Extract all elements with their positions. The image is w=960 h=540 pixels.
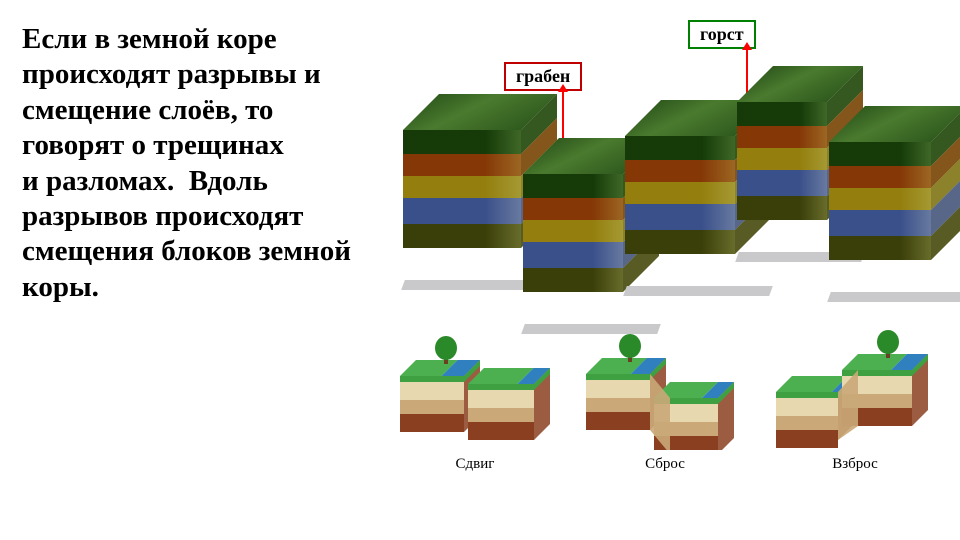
block-front-layer	[523, 268, 623, 292]
crust-block	[523, 174, 623, 334]
block-front-layer	[737, 196, 827, 220]
block-front-layer	[625, 230, 735, 254]
block-front-layer	[403, 198, 521, 224]
crust-block	[403, 130, 521, 290]
fault-diagram	[580, 330, 750, 450]
block-front-layer	[523, 174, 623, 198]
graben-label: грабен	[504, 62, 582, 91]
block-front-layer	[737, 126, 827, 148]
block-front-layer	[625, 204, 735, 230]
block-front-layer	[625, 182, 735, 204]
block-front-layer	[737, 102, 827, 126]
block-front-layer	[737, 170, 827, 196]
tree-icon	[619, 334, 641, 362]
block-front-layer	[829, 210, 931, 236]
block-front-layer	[829, 166, 931, 188]
block-front-layer	[625, 160, 735, 182]
block-front-layer	[403, 154, 521, 176]
block-front-layer	[737, 148, 827, 170]
block-front-layer	[829, 236, 931, 260]
horst-label-text: горст	[700, 24, 744, 44]
fault-cell: Взброс	[770, 330, 940, 500]
block-front-layer	[523, 198, 623, 220]
block-shadow	[623, 286, 773, 296]
block-front-layer	[523, 220, 623, 242]
crust-block	[829, 142, 931, 302]
top-block-diagram	[403, 100, 933, 280]
tree-icon	[877, 330, 899, 358]
fault-cell: Сброс	[580, 330, 750, 500]
block-front-layer	[829, 188, 931, 210]
block-front-layer	[403, 224, 521, 248]
graben-label-text: грабен	[516, 66, 570, 86]
fault-row: Сдвиг Сброс Взброс	[390, 330, 940, 500]
main-text: Если в земной коре происходят разрывы и …	[22, 22, 372, 305]
block-front-layer	[403, 130, 521, 154]
block-front-layer	[625, 136, 735, 160]
block-front-layer	[403, 176, 521, 198]
block-front-layer	[523, 242, 623, 268]
fault-label: Взброс	[832, 456, 878, 473]
fault-diagram	[390, 330, 560, 450]
block-front-layer	[829, 142, 931, 166]
crust-block	[737, 102, 827, 262]
crust-block	[625, 136, 735, 296]
fault-label: Сдвиг	[456, 456, 495, 473]
fault-label: Сброс	[645, 456, 685, 473]
block-shadow	[827, 292, 960, 302]
tree-icon	[435, 336, 457, 364]
fault-cell: Сдвиг	[390, 330, 560, 500]
fault-diagram	[770, 330, 940, 450]
